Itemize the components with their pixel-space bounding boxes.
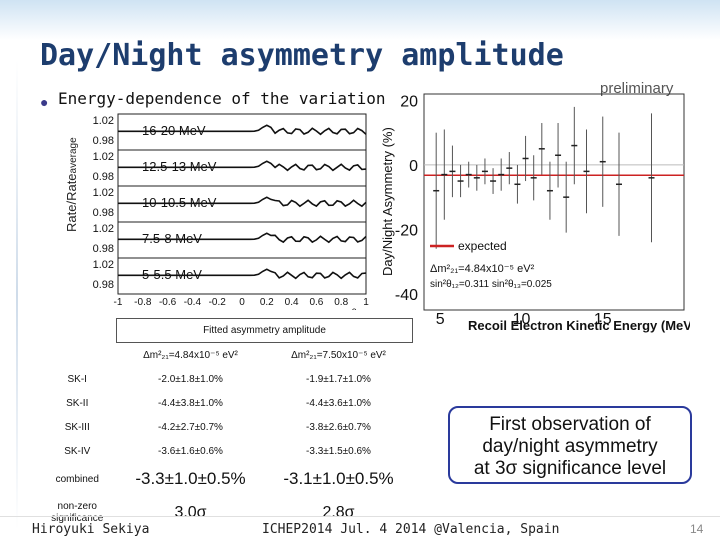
table-title-row: Fitted asymmetry amplitude xyxy=(38,318,413,343)
table-row: SK-IV -3.6±1.6±0.6% -3.3±1.5±0.6% xyxy=(38,439,413,463)
zenith-x-tick: -0.8 xyxy=(134,297,152,308)
asymmetry-table: Fitted asymmetry amplitude Δm²₂₁=4.84x10… xyxy=(38,318,413,531)
zenith-y-tick: 1.02 xyxy=(93,223,114,235)
asym-x-tick: 15 xyxy=(594,311,612,328)
asym-y-tick: -40 xyxy=(395,287,418,304)
zenith-x-tick: 0.6 xyxy=(309,297,323,308)
slide-title: Day/Night asymmetry amplitude xyxy=(40,38,564,73)
row-v2: -4.4±3.6±1.0% xyxy=(306,397,371,409)
footer-event: ICHEP2014 Jul. 4 2014 @Valencia, Spain xyxy=(262,522,560,537)
zenith-x-tick: 0 xyxy=(239,297,245,308)
row-v1: -3.6±1.6±0.6% xyxy=(158,445,223,457)
table-header-row: Δm²₂₁=4.84x10⁻⁵ eV² Δm²₂₁=7.50x10⁻⁵ eV² xyxy=(38,343,413,368)
asym-plot-frame xyxy=(423,93,685,311)
zenith-x-tick: -0.6 xyxy=(159,297,177,308)
table-row: SK-I -2.0±1.8±1.0% -1.9±1.7±1.0% xyxy=(38,367,413,391)
table-row: SK-III -4.2±2.7±0.7% -3.8±2.6±0.7% xyxy=(38,415,413,439)
bullet-icon: ● xyxy=(40,94,49,110)
zenith-profile-line xyxy=(118,124,367,136)
callout-line-1: First observation of xyxy=(489,414,651,435)
zenith-profile-line xyxy=(118,232,367,244)
zenith-x-tick: 0.4 xyxy=(285,297,299,308)
zenith-profile-line xyxy=(118,268,367,280)
zenith-y-tick: 0.98 xyxy=(93,171,114,183)
asym-y-tick: 0 xyxy=(409,158,418,175)
asym-x-tick: 10 xyxy=(513,311,531,328)
legend-params-2: sin²θ₁₂=0.311 sin²θ₁₃=0.025 xyxy=(430,279,552,290)
zenith-x-tick: 0.8 xyxy=(334,297,348,308)
preliminary-label: preliminary xyxy=(600,80,674,97)
asym-y-tick: -20 xyxy=(395,222,418,239)
zenith-x-label: cosθz xyxy=(336,308,362,310)
table-row: SK-II -4.4±3.8±1.0% -4.4±3.6±1.0% xyxy=(38,391,413,415)
zenith-y-tick: 1.02 xyxy=(93,259,114,271)
zenith-x-tick: -0.4 xyxy=(184,297,202,308)
zenith-x-tick: -1 xyxy=(114,297,123,308)
table-col1: Δm²₂₁=4.84x10⁻⁵ eV² xyxy=(143,349,238,361)
row-label: SK-II xyxy=(66,397,89,409)
table-title: Fitted asymmetry amplitude xyxy=(116,318,413,343)
asym-x-tick: 5 xyxy=(436,311,445,328)
row-label: SK-I xyxy=(67,373,87,385)
rate-axis-label: Rate/Rateaverage xyxy=(64,137,79,232)
slide-subtitle: Energy-dependence of the variation xyxy=(58,89,386,108)
legend-params-1: Δm²₂₁=4.84x10⁻⁵ eV² xyxy=(430,263,535,275)
zenith-y-tick: 1.02 xyxy=(93,151,114,163)
row-v2: -3.3±1.5±0.6% xyxy=(306,445,371,457)
zenith-y-tick: 0.98 xyxy=(93,207,114,219)
zenith-x-tick: -0.2 xyxy=(209,297,227,308)
row-v2: -1.9±1.7±1.0% xyxy=(306,373,371,385)
table-col2: Δm²₂₁=7.50x10⁻⁵ eV² xyxy=(291,349,386,361)
zenith-y-tick: 0.98 xyxy=(93,135,114,147)
callout-line-2: day/night asymmetry xyxy=(482,436,658,457)
row-v1: -2.0±1.8±1.0% xyxy=(158,373,223,385)
asym-y-tick: 20 xyxy=(400,93,418,110)
row-label: SK-IV xyxy=(64,445,91,457)
row-v2: -3.1±1.0±0.5% xyxy=(283,469,394,488)
rate-axis-label-main: Rate/Rate xyxy=(64,173,79,232)
row-v1: -4.4±3.8±1.0% xyxy=(158,397,223,409)
page-number: 14 xyxy=(690,522,704,536)
left-accent xyxy=(16,60,18,530)
asymmetry-xlabel: Recoil Electron Kinetic Energy (MeV) xyxy=(468,318,690,333)
zenith-profile-line xyxy=(118,160,367,172)
zenith-y-tick: 0.98 xyxy=(93,279,114,291)
table-row: combined -3.3±1.0±0.5% -3.1±1.0±0.5% xyxy=(38,463,413,495)
zenith-x-tick: 1 xyxy=(363,297,369,308)
row-label: SK-III xyxy=(64,421,90,433)
zenith-profile-line xyxy=(118,196,367,208)
zenith-y-tick: 1.02 xyxy=(93,187,114,199)
callout-line-3: at 3σ significance level xyxy=(473,458,667,479)
zenith-y-tick: 1.02 xyxy=(93,115,114,127)
zenith-y-tick: 0.98 xyxy=(93,243,114,255)
row-label: combined xyxy=(55,473,99,485)
row-v1: -3.3±1.0±0.5% xyxy=(135,469,246,488)
row-label: non-zero significance xyxy=(51,501,104,524)
row-v1: -4.2±2.7±0.7% xyxy=(158,421,223,433)
title-banner xyxy=(0,0,720,40)
row-v2: -3.8±2.6±0.7% xyxy=(306,421,371,433)
zenith-x-tick: 0.2 xyxy=(260,297,274,308)
asymmetry-ylabel: Day/Night Asymmetry (%) xyxy=(380,127,395,276)
legend-expected-label: expected xyxy=(458,239,507,253)
footer-divider xyxy=(0,516,720,517)
footer-author: Hiroyuki Sekiya xyxy=(32,522,150,537)
observation-callout: First observation of day/night asymmetry… xyxy=(448,406,692,484)
asymmetry-chart: Day/Night Asymmetry (%) 20 0 -20 -40 5 10 15 ex… xyxy=(380,93,690,333)
